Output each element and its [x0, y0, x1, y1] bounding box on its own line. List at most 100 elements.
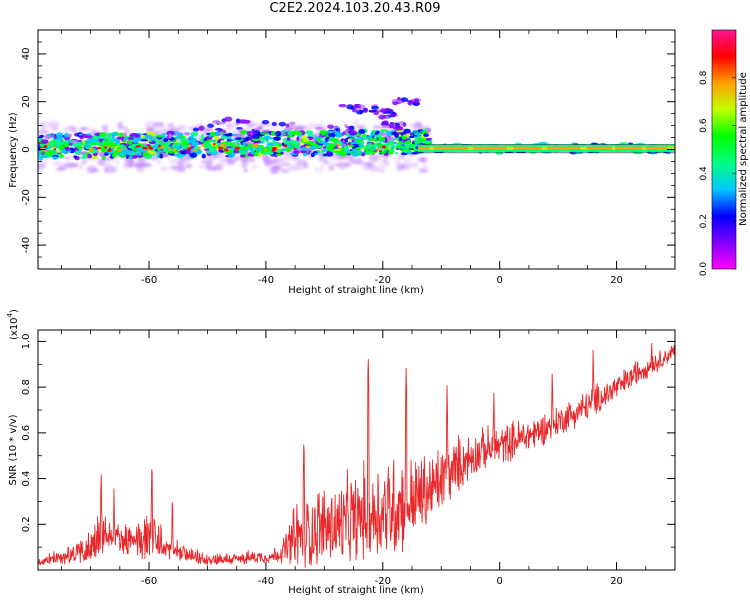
spectrogram-cell	[327, 143, 335, 147]
spectrogram-cell	[390, 143, 394, 147]
spectrogram-line-gap	[580, 146, 587, 150]
spectrogram-line-gap	[611, 146, 616, 150]
spectrogram-cell	[301, 146, 307, 151]
spectrogram-cell	[156, 159, 162, 165]
colorbar-tick-label: 0.2	[699, 214, 709, 228]
spectrogram-cell	[190, 137, 197, 142]
spectrogram-cell	[337, 143, 341, 147]
spectrogram-cell	[47, 149, 56, 155]
spectrogram-cell	[219, 144, 225, 147]
spectrogram-cell	[91, 136, 100, 141]
spectrogram-cell	[375, 153, 384, 160]
snr-xtick-label: -20	[375, 576, 391, 587]
spectrogram-cell	[274, 160, 285, 168]
snr-xtick-label: -60	[141, 576, 157, 587]
spectrogram-cell	[222, 142, 227, 145]
spectrogram-cell	[344, 124, 348, 128]
spectrogram-cell	[377, 142, 383, 148]
spectrogram-cell	[386, 136, 395, 142]
snr-xtick-label: 0	[496, 576, 502, 587]
spectrogram-cell	[373, 124, 383, 130]
spectrogram-cell	[80, 151, 89, 154]
spectrogram-cell	[79, 135, 84, 140]
spectrogram-cell	[328, 147, 335, 151]
colorbar-gradient	[712, 30, 736, 269]
spectrogram-cell	[77, 163, 84, 171]
spectrogram-cell	[322, 161, 330, 165]
spectrogram-cell	[395, 124, 400, 129]
spectrogram-cell	[379, 161, 391, 168]
spectrogram-cell	[137, 137, 142, 142]
spectrogram-cell	[199, 139, 204, 143]
spectrogram-cell	[282, 148, 286, 152]
spectrogram-cell	[388, 150, 396, 153]
spectrogram-cell	[305, 130, 314, 135]
snr-ylabel: SNR (10 * v/v)	[8, 414, 19, 485]
spectrogram-cell	[292, 150, 301, 155]
spectrogram-cell	[345, 132, 351, 137]
spectrogram-cell	[227, 141, 232, 147]
spectrogram-cell	[348, 144, 355, 147]
spectrogram-cell	[213, 143, 216, 145]
spectrogram-cell	[416, 133, 421, 137]
spectrogram-cell	[204, 140, 210, 144]
spectrogram-cell	[395, 159, 402, 166]
spectrogram-line-gap	[506, 146, 514, 150]
spectrogram-cell	[325, 151, 334, 157]
spectrogram-cell	[111, 152, 118, 158]
spectrogram-cell	[294, 141, 300, 145]
snr-ytick-label: 1.0	[21, 333, 32, 349]
spectrogram-cell	[283, 140, 291, 145]
spectrogram-cell	[139, 139, 149, 142]
spectrogram-cell	[241, 160, 248, 168]
spectrogram-cell	[117, 126, 128, 130]
spectrogram-cell	[99, 143, 103, 146]
spectrogram-xtick-label: -60	[141, 275, 157, 286]
spectrogram-cell	[115, 160, 120, 166]
snr-xtick-label: 20	[610, 576, 623, 587]
spectrogram-cell	[38, 167, 43, 173]
spectrogram-cell	[334, 150, 340, 154]
spectrogram-cell	[243, 167, 248, 173]
spectrogram-cell	[61, 148, 67, 153]
spectrogram-cell	[307, 122, 317, 128]
spectrogram-cell	[98, 132, 107, 138]
spectrogram-cell	[152, 121, 164, 127]
spectrogram-line-gap	[429, 146, 434, 150]
spectrogram-cell	[197, 146, 201, 149]
spectrogram-ytick-label: 20	[21, 95, 32, 108]
spectrogram-cell	[425, 137, 433, 141]
colorbar-tick-label: 0.8	[699, 70, 709, 85]
spectrogram-cell	[117, 121, 123, 128]
spectrogram-cell	[378, 114, 387, 120]
spectrogram-cell	[217, 146, 223, 150]
spectrogram-cell	[347, 150, 352, 154]
spectrogram-cell	[285, 147, 292, 152]
spectrogram-cell	[128, 144, 135, 149]
spectrogram-cell	[280, 126, 286, 130]
spectrogram-cell	[413, 98, 420, 104]
spectrogram-cell	[159, 147, 163, 149]
spectrogram-cell	[169, 165, 178, 169]
spectrogram-cell	[353, 158, 363, 165]
spectrogram-cell	[362, 107, 369, 112]
spectrogram-cell	[78, 127, 86, 132]
spectrogram-cell	[627, 142, 634, 146]
spectrogram-cell	[120, 149, 128, 155]
spectrogram-cell	[104, 152, 109, 156]
spectrogram-cell	[353, 119, 360, 128]
spectrogram-cell	[46, 134, 52, 137]
colorbar-ticks: 0.0 0.2 0.4 0.6 0.8	[699, 70, 736, 276]
spectrogram-cell	[403, 141, 412, 144]
spectrogram-cell	[210, 139, 217, 142]
spectrogram-line-gap	[642, 146, 646, 150]
snr-xlabel: Height of straight line (km)	[288, 585, 424, 596]
spectrogram-cell	[359, 109, 364, 115]
snr-series-line	[38, 342, 675, 568]
spectrogram-cell	[107, 132, 113, 138]
spectrogram-cell	[163, 137, 169, 143]
spectrogram-cell	[66, 162, 78, 169]
spectrogram-cell	[314, 126, 323, 130]
spectrogram-cell	[214, 127, 223, 131]
spectrogram-cell	[403, 157, 413, 164]
